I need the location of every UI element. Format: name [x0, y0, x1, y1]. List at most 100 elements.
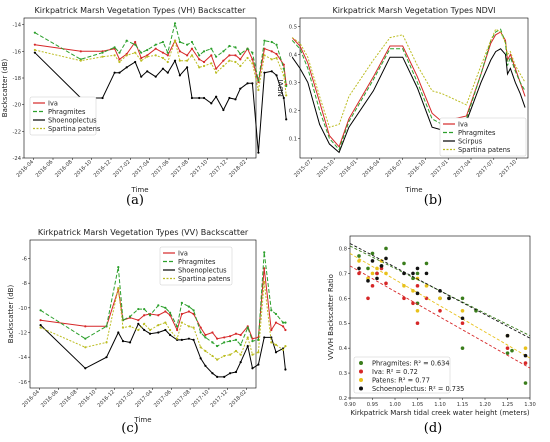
scatter-point — [370, 284, 375, 288]
data-point — [198, 58, 201, 61]
scatter-point — [460, 296, 465, 301]
y-tick-label: -8 — [22, 281, 27, 287]
x-tick-label: 2016-04 — [362, 159, 382, 179]
legend-box-b — [439, 117, 527, 157]
data-point — [234, 338, 238, 341]
legend-label: Shoenoplectus — [178, 266, 227, 274]
y-tick-label: 0.3 — [339, 371, 347, 377]
data-point — [270, 328, 273, 332]
scatter-point — [402, 261, 406, 266]
data-point — [134, 51, 137, 54]
legend-label: Iva: R² = 0.72 — [372, 368, 418, 376]
x-tick-label: 2017-08 — [170, 159, 190, 179]
scatter-point — [438, 289, 442, 293]
series-line — [291, 28, 526, 151]
data-point — [228, 59, 231, 62]
x-tick-label: 2016-06 — [40, 389, 60, 409]
scatter-point — [366, 266, 370, 271]
data-point — [118, 58, 121, 61]
data-point — [234, 370, 238, 374]
x-tick-label: 2015-10 — [316, 159, 336, 179]
data-point — [168, 311, 172, 314]
scatter-point — [366, 296, 370, 301]
data-point — [143, 314, 146, 317]
data-point — [33, 43, 36, 46]
legend-box-a — [29, 96, 97, 136]
data-point — [275, 52, 278, 56]
y-tick-label: -10 — [19, 306, 27, 312]
data-point — [137, 328, 140, 332]
scatter-point — [370, 271, 375, 276]
data-point — [263, 280, 266, 284]
data-point — [125, 54, 128, 57]
data-point — [118, 51, 121, 54]
plot-frame-b — [299, 17, 529, 159]
data-point — [157, 314, 160, 317]
x-tick-label: 2017-10 — [191, 389, 211, 409]
data-point — [275, 56, 278, 60]
data-point — [168, 328, 172, 332]
data-point — [113, 46, 116, 49]
data-point — [223, 375, 226, 378]
legend-label: Patens: R² = 0.77 — [372, 376, 430, 384]
data-point — [190, 47, 194, 50]
data-point — [128, 325, 132, 328]
x-tick-label: 2016-01 — [339, 159, 359, 179]
data-point — [154, 43, 157, 46]
data-point — [234, 349, 238, 353]
data-point — [192, 309, 195, 312]
legend-swatch — [359, 361, 363, 365]
y-tick-label: 0.2 — [289, 108, 297, 114]
data-point — [210, 102, 213, 105]
y-tick-label: -20 — [13, 103, 21, 109]
data-point — [263, 251, 266, 254]
data-point — [84, 325, 87, 328]
data-point — [223, 336, 226, 339]
data-point — [239, 333, 242, 337]
data-point — [199, 326, 202, 329]
data-point — [128, 315, 132, 318]
data-point — [199, 357, 202, 360]
y-tick-label: -12 — [19, 331, 27, 337]
data-point — [239, 87, 242, 90]
legend-box-d — [353, 356, 451, 394]
data-point — [211, 341, 214, 344]
data-point — [239, 353, 242, 356]
data-point — [143, 322, 146, 325]
y-tick-label: -16 — [19, 380, 27, 386]
data-point — [101, 51, 104, 54]
y-tick-label: 0.4 — [289, 52, 298, 58]
data-point — [270, 40, 273, 44]
data-point — [251, 82, 254, 85]
data-point — [251, 51, 254, 54]
caption-b: (b) — [424, 193, 442, 208]
scatter-point — [424, 284, 429, 288]
data-point — [274, 351, 278, 354]
data-point — [202, 96, 206, 100]
series-line — [291, 48, 526, 154]
x-axis-label-b: Time — [404, 186, 422, 194]
data-point — [101, 96, 104, 100]
data-point — [216, 375, 219, 378]
data-point — [211, 331, 214, 334]
scatter-point — [460, 316, 465, 321]
data-point — [161, 56, 165, 60]
scatter-point — [447, 296, 451, 301]
y-axis-label-c: Backscatter (dB) — [7, 285, 15, 344]
caption-a: (a) — [126, 193, 144, 208]
y-tick-label: -14 — [19, 355, 28, 361]
data-point — [202, 64, 206, 68]
data-point — [148, 328, 152, 332]
x-tick-label: 2016-08 — [59, 389, 79, 409]
data-point — [274, 312, 278, 316]
y-tick-label: 0.6 — [339, 296, 347, 302]
plot-frame-c — [29, 239, 257, 389]
chart-title-c: Kirkpatrick Marsh Vegetation Types (VV) … — [38, 228, 249, 237]
data-point — [128, 341, 132, 344]
y-tick-label: -16 — [13, 49, 21, 55]
data-point — [105, 325, 108, 328]
data-point — [164, 328, 167, 332]
data-point — [251, 340, 254, 343]
data-point — [239, 58, 242, 61]
legend-swatch — [359, 369, 363, 374]
